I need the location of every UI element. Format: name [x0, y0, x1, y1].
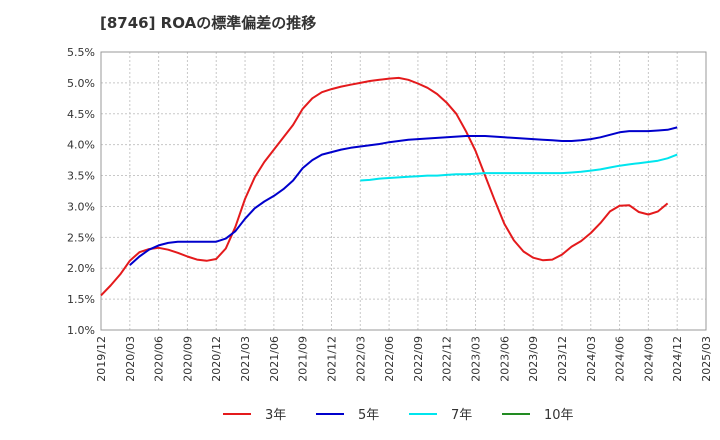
- legend-label: 7年: [451, 408, 472, 423]
- x-tick-label: 2023/09: [527, 336, 540, 382]
- x-tick-label: 2024/03: [585, 336, 598, 382]
- y-tick-label: 5.5%: [67, 46, 95, 59]
- x-tick-label: 2024/12: [671, 336, 684, 382]
- x-tick-label: 2022/12: [441, 336, 454, 382]
- legend-label: 3年: [265, 408, 286, 423]
- x-tick-label: 2025/03: [700, 336, 713, 382]
- legend-label: 5年: [358, 408, 379, 423]
- x-tick-label: 2021/09: [297, 336, 310, 382]
- x-tick-label: 2021/12: [325, 336, 338, 382]
- y-tick-label: 2.5%: [67, 231, 95, 244]
- x-tick-label: 2024/09: [642, 336, 655, 382]
- y-tick-label: 1.0%: [67, 324, 95, 337]
- x-tick-label: 2024/06: [614, 336, 627, 382]
- x-tick-label: 2022/09: [412, 336, 425, 382]
- legend-label: 10年: [544, 408, 574, 423]
- series-line-5年: [129, 126, 678, 266]
- x-tick-label: 2021/03: [239, 336, 252, 382]
- series-line-7年: [360, 153, 678, 182]
- series-lines: [100, 76, 678, 297]
- y-tick-label: 2.0%: [67, 262, 95, 275]
- plot-frame: [100, 51, 707, 331]
- y-tick-label: 1.5%: [67, 293, 95, 306]
- x-tick-label: 2023/12: [556, 336, 569, 382]
- x-tick-label: 2020/12: [210, 336, 223, 382]
- x-tick-label: 2019/12: [95, 336, 108, 382]
- x-tick-label: 2023/03: [470, 336, 483, 382]
- y-axis: 1.0% 1.5% 2.0% 2.5% 3.0% 3.5% 4.0% 4.5% 5.0% 5.5%: [67, 46, 95, 337]
- x-axis: 2019/12 2020/03 2020/06 2020/09 2020/12 2021/…: [95, 336, 713, 382]
- x-tick-label: 2020/06: [153, 336, 166, 382]
- y-tick-label: 3.0%: [67, 200, 95, 213]
- x-tick-label: 2023/06: [498, 336, 511, 382]
- y-tick-label: 5.0%: [67, 77, 95, 90]
- legend: 3年 5年 7年 10年: [223, 408, 574, 423]
- chart-title: [8746] ROAの標準偏差の推移: [100, 14, 317, 32]
- x-tick-label: 2020/09: [181, 336, 194, 382]
- y-tick-label: 4.5%: [67, 108, 95, 121]
- grid: [100, 51, 707, 331]
- x-tick-label: 2022/06: [383, 336, 396, 382]
- series-line-3年: [100, 76, 669, 297]
- x-tick-label: 2020/03: [124, 336, 137, 382]
- x-tick-label: 2021/06: [268, 336, 281, 382]
- y-tick-label: 3.5%: [67, 170, 95, 183]
- x-tick-label: 2022/03: [354, 336, 367, 382]
- y-tick-label: 4.0%: [67, 139, 95, 152]
